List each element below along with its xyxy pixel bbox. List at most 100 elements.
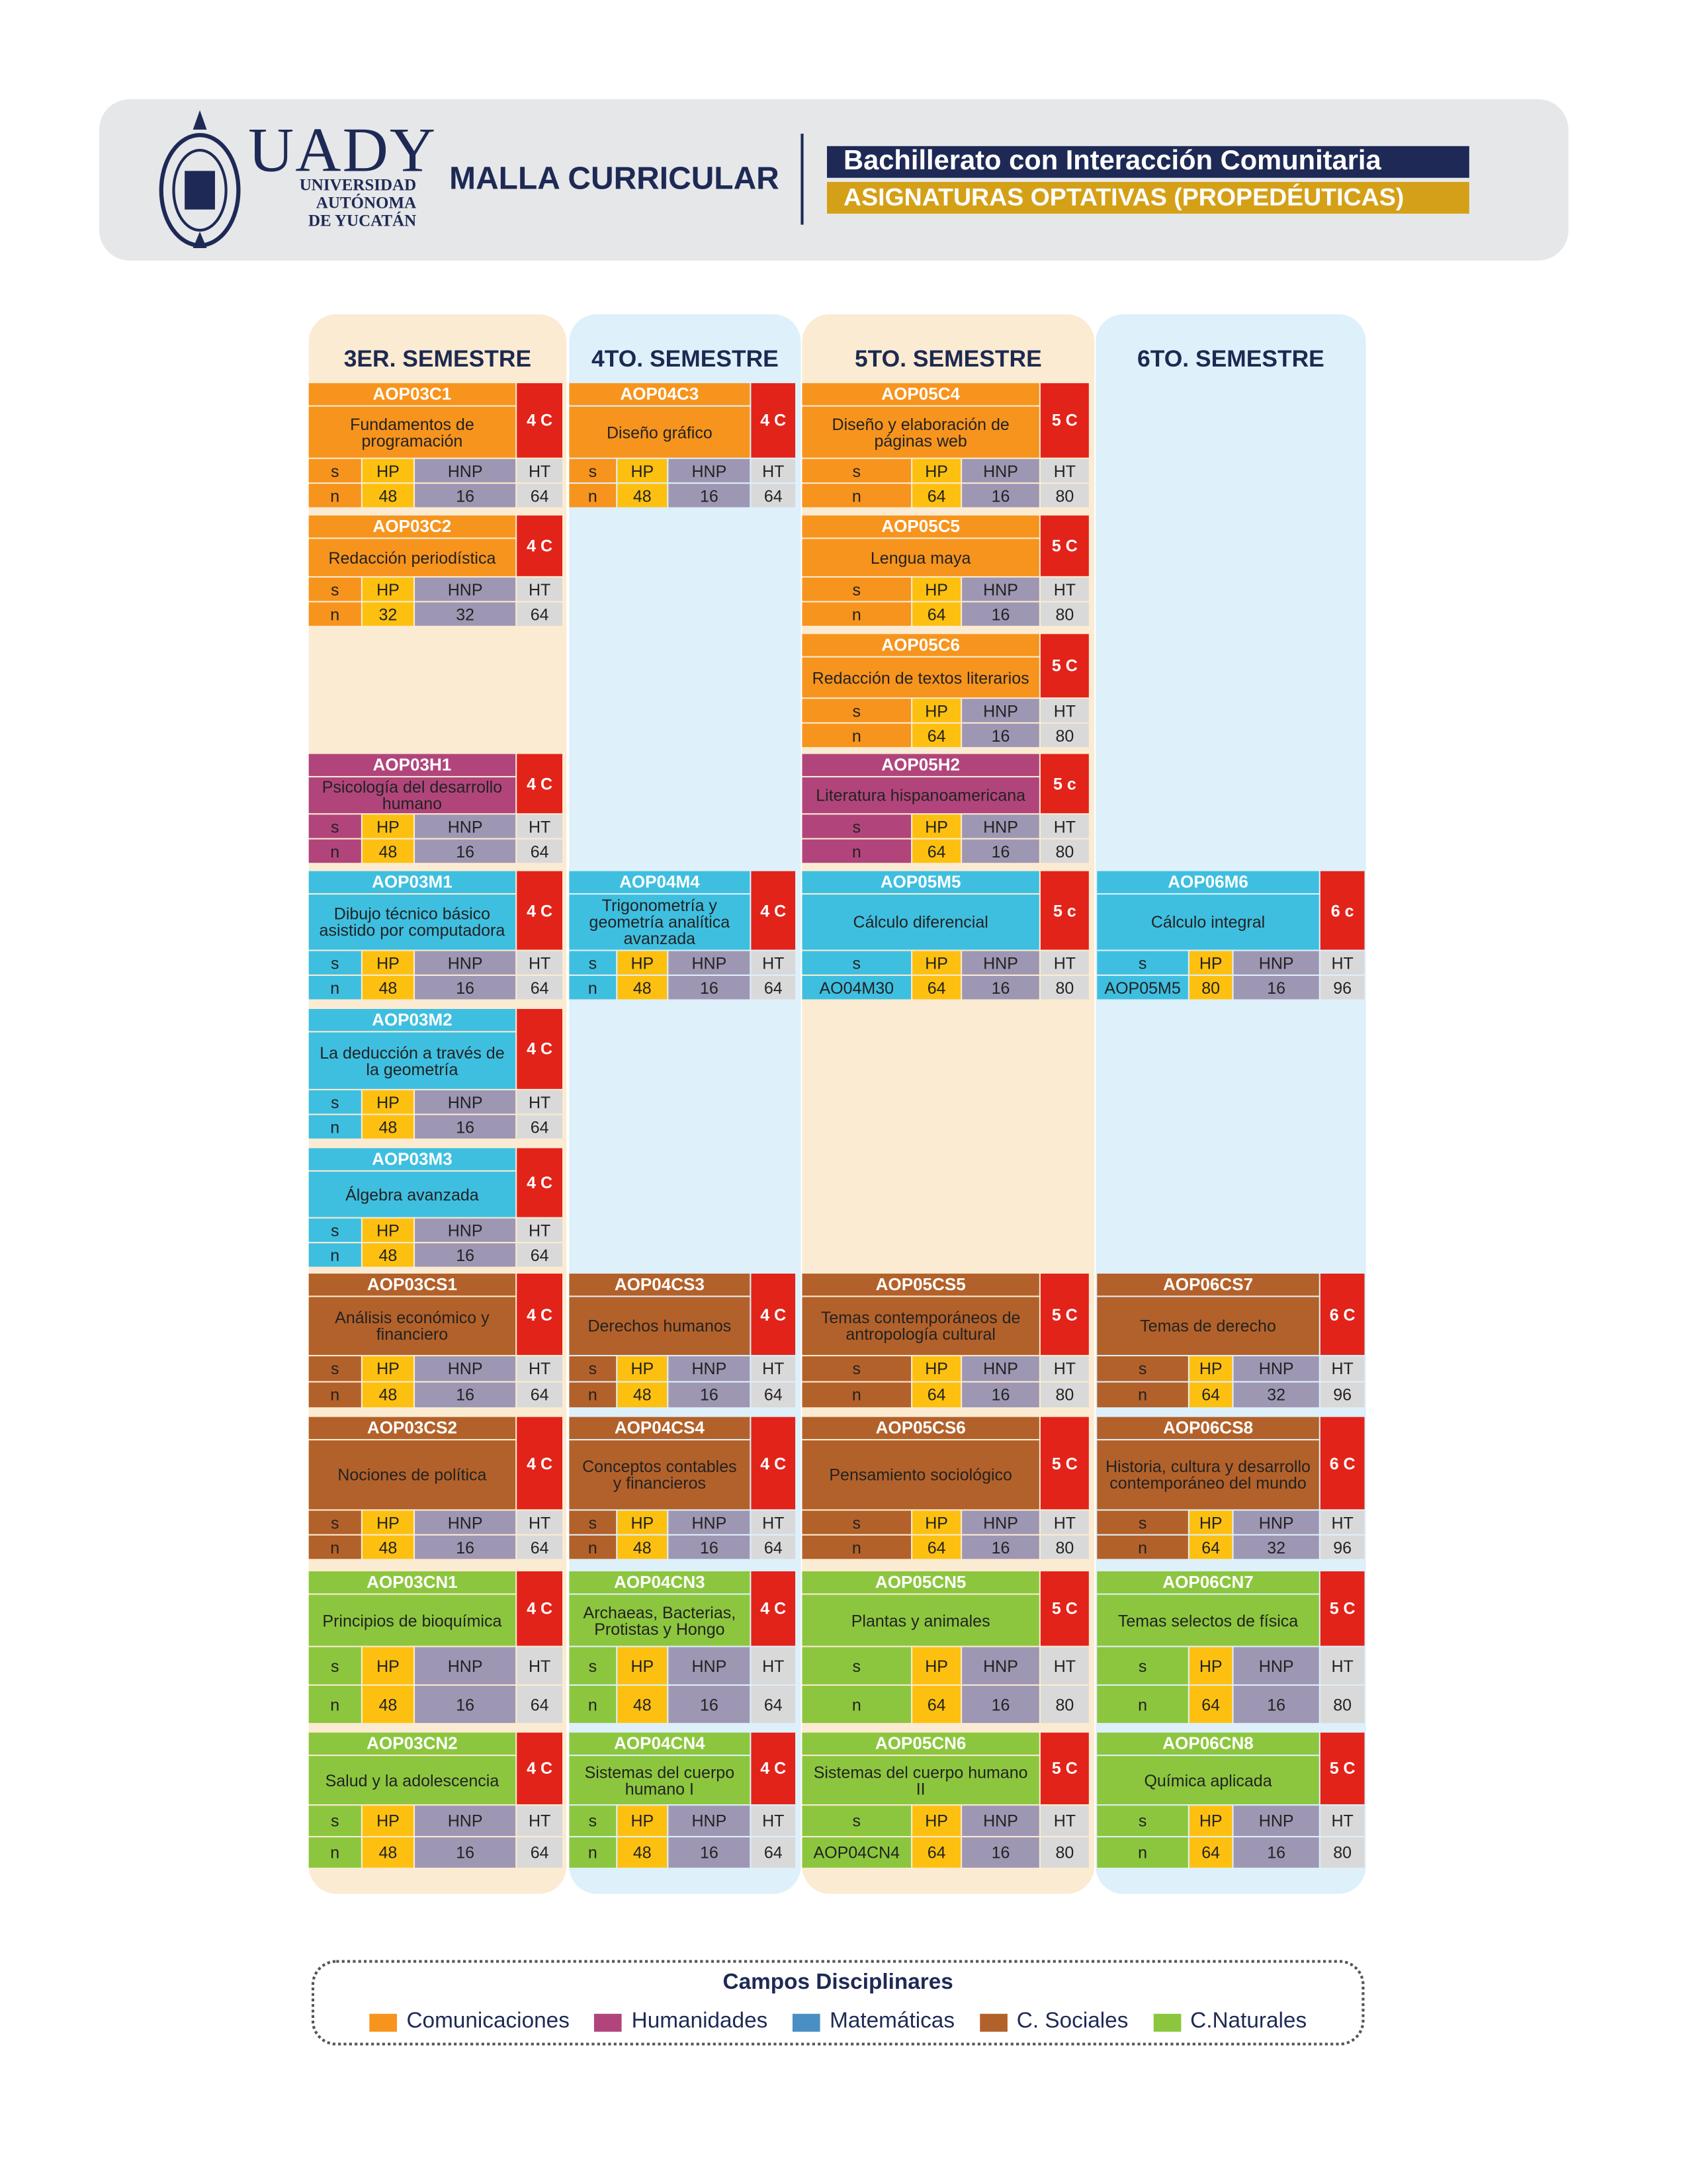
course-name: Pensamiento sociológico (802, 1440, 1039, 1510)
hours-cell: HP (617, 1510, 668, 1534)
legend-label: Humanidades (631, 2009, 768, 2033)
course-credits: 5 c (1040, 754, 1089, 814)
hours-cell: 16 (962, 1535, 1039, 1559)
course-card: AOP03M3 Álgebra avanzada 4 C s HP HNP HT n 48 16 6… (308, 1148, 562, 1267)
hours-cell: 64 (517, 975, 562, 1000)
hours-cell: n (802, 723, 912, 748)
semester-title: 6TO. SEMESTRE (1137, 345, 1324, 372)
course-card: AOP05H2 Literatura hispanoamericana 5 c s HP… (802, 754, 1089, 863)
hours-cell: s (308, 1356, 361, 1381)
program: Bachillerato con Interacción Comunitaria (826, 146, 1469, 178)
course-credits: 4 C (517, 1273, 562, 1355)
hours-cell: HNP (415, 1218, 516, 1243)
hours-cell: HT (1320, 1806, 1365, 1836)
hours-cell: s (308, 459, 361, 483)
hours-cell: 80 (1040, 723, 1089, 748)
course-card: AOP03M1 Dibujo técnico básico asistido po… (308, 871, 562, 1000)
course-card: AOP06CS7 Temas de derecho 6 C s HP HNP HT n 64 32… (1097, 1273, 1365, 1408)
course-name: Trigonometría y geometría analítica avan… (569, 895, 750, 950)
course-code: AOP04M4 (569, 871, 750, 893)
hours-cell: 64 (517, 839, 562, 863)
course-name: Redacción de textos literarios (802, 657, 1039, 698)
hours-cell: 64 (912, 484, 961, 507)
hours-cell: n (308, 1535, 361, 1559)
hours-cell: 16 (668, 1685, 750, 1724)
hours-cell: 64 (751, 1837, 796, 1868)
hours-cell: s (802, 951, 912, 975)
hours-cell: s (308, 814, 361, 838)
hours-cell: 16 (962, 975, 1039, 1000)
hours-cell: 16 (415, 839, 516, 863)
hours-cell: HNP (415, 951, 516, 975)
hours-cell: n (802, 839, 912, 863)
hours-cell: 48 (362, 1382, 413, 1408)
course-card: AOP03M2 La deducción a través de la geome… (308, 1008, 562, 1139)
hours-cell: HP (912, 459, 961, 483)
hours-cell: HNP (962, 1647, 1039, 1684)
hours-cell: HNP (962, 951, 1039, 975)
hours-cell: HT (517, 577, 562, 601)
hours-cell: HP (362, 1356, 413, 1381)
hours-cell: HNP (668, 1806, 750, 1836)
hours-cell: 64 (1189, 1535, 1233, 1559)
hours-cell: 64 (1189, 1685, 1233, 1724)
course-name: Archaeas, Bacterias, Protistas y Hongo (569, 1594, 750, 1646)
hours-cell: s (569, 459, 617, 483)
course-code: AOP03CS1 (308, 1273, 516, 1296)
hours-cell: 48 (362, 484, 413, 507)
title: MALLA CURRICULAR (449, 159, 779, 196)
legend-item: Comunicaciones (369, 2009, 570, 2034)
hours-cell: 16 (962, 839, 1039, 863)
course-code: AOP04CS3 (569, 1273, 750, 1296)
course-name: Dibujo técnico básico asistido por compu… (308, 895, 516, 950)
hours-cell: HT (1040, 459, 1089, 483)
hours-cell: s (1097, 951, 1188, 975)
course-code: AOP06M6 (1097, 871, 1319, 893)
legend-item: C.Naturales (1152, 2009, 1307, 2034)
course-code: AOP03C2 (308, 515, 516, 538)
hours-cell: HP (617, 951, 668, 975)
hours-cell: s (802, 699, 912, 722)
hours-cell: 64 (517, 484, 562, 507)
course-card: AOP04CN3 Archaeas, Bacterias, Protistas y… (569, 1571, 796, 1724)
hours-cell: HT (1320, 951, 1365, 975)
course-credits: 4 C (517, 871, 562, 950)
hours-cell: HP (362, 814, 413, 838)
hours-cell: 16 (415, 1243, 516, 1267)
hours-cell: HNP (962, 814, 1039, 838)
hours-cell: AOP04CN4 (802, 1837, 912, 1868)
hours-cell: HP (617, 1647, 668, 1684)
legend-item: C. Sociales (979, 2009, 1128, 2034)
course-credits: 5 c (1040, 871, 1089, 950)
course-code: AOP06CN8 (1097, 1732, 1319, 1755)
course-name: Derechos humanos (569, 1297, 750, 1355)
hours-cell: HP (362, 577, 413, 601)
legend-swatch (594, 2013, 623, 2031)
hours-cell: s (802, 459, 912, 483)
course-name: Diseño y elaboración de páginas web (802, 406, 1039, 458)
course-code: AOP04CN3 (569, 1571, 750, 1594)
course-name: Cálculo integral (1097, 895, 1319, 950)
course-credits: 4 C (751, 1732, 796, 1805)
hours-cell: HNP (668, 951, 750, 975)
course-card: AOP06M6 Cálculo integral 6 c s HP HNP HT AOP05M… (1097, 871, 1365, 1000)
hours-cell: HNP (668, 1356, 750, 1381)
hours-cell: s (802, 814, 912, 838)
legend: Campos Disciplinares Comunicaciones Human… (311, 1960, 1365, 2046)
hours-cell: HT (517, 1356, 562, 1381)
hours-cell: HT (1040, 1647, 1089, 1684)
course-name: La deducción a través de la geometría (308, 1032, 516, 1089)
hours-cell: 48 (617, 975, 668, 1000)
course-credits: 5 C (1040, 634, 1089, 698)
hours-cell: HNP (415, 1806, 516, 1836)
hours-cell: HNP (415, 1356, 516, 1381)
hours-cell: 48 (617, 484, 668, 507)
header-bar (99, 99, 1569, 261)
course-credits: 5 C (1040, 1273, 1089, 1355)
hours-cell: 64 (517, 602, 562, 626)
hours-cell: HNP (1233, 1510, 1319, 1534)
hours-cell: s (308, 951, 361, 975)
hours-cell: n (802, 1685, 912, 1724)
hours-cell: s (308, 1510, 361, 1534)
hours-cell: 80 (1040, 1685, 1089, 1724)
